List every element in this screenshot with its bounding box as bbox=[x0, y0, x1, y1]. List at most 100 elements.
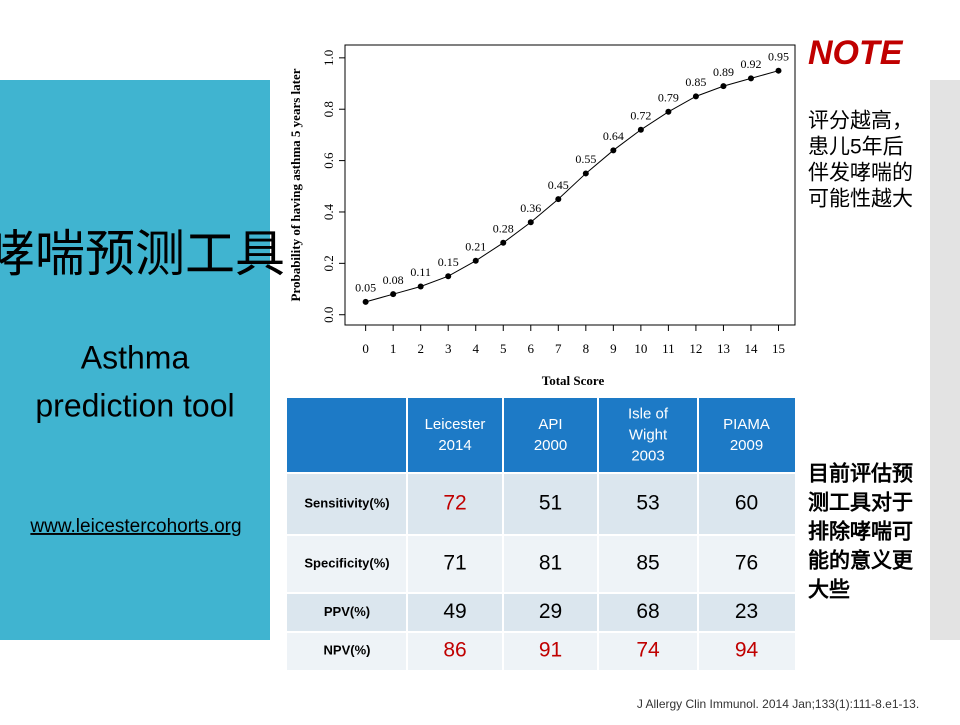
data-label: 0.79 bbox=[658, 91, 679, 105]
table-cell: 71 bbox=[443, 552, 466, 575]
note-line: 排除哮喘可 bbox=[808, 520, 913, 544]
y-tick-label: 0.8 bbox=[321, 101, 336, 117]
link[interactable]: www.leicestercohorts.org bbox=[29, 516, 241, 537]
data-label: 0.95 bbox=[768, 49, 789, 63]
table-cell: 53 bbox=[636, 492, 659, 515]
x-tick-label: 3 bbox=[445, 341, 452, 356]
x-tick-label: 8 bbox=[583, 341, 590, 356]
data-label: 0.28 bbox=[493, 222, 514, 236]
point bbox=[665, 108, 672, 115]
title-en: Asthma bbox=[81, 339, 190, 375]
y-tick-label: 0.4 bbox=[321, 203, 336, 220]
title-cn: 哮喘预测工具 bbox=[0, 226, 285, 282]
y-tick-label: 0.2 bbox=[321, 255, 336, 271]
note-line: 可能性越大 bbox=[808, 188, 913, 211]
side-panel bbox=[0, 80, 270, 640]
note-line: 目前评估预 bbox=[808, 462, 913, 486]
point bbox=[472, 257, 479, 264]
note-line: 评分越高， bbox=[808, 110, 913, 133]
x-tick-label: 15 bbox=[772, 341, 785, 356]
point bbox=[775, 67, 782, 74]
table-cell: 94 bbox=[735, 639, 759, 662]
y-tick-label: 0.0 bbox=[321, 307, 336, 323]
data-label: 0.36 bbox=[520, 201, 541, 215]
point bbox=[417, 283, 424, 290]
point bbox=[747, 75, 754, 82]
data-label: 0.15 bbox=[438, 255, 459, 269]
table-cell: 74 bbox=[636, 639, 660, 662]
x-tick-label: 14 bbox=[744, 341, 758, 356]
table-header-bg bbox=[287, 398, 795, 473]
x-tick-label: 12 bbox=[689, 341, 702, 356]
x-tick-label: 4 bbox=[472, 341, 479, 356]
table-cell: 91 bbox=[539, 639, 562, 662]
data-label: 0.92 bbox=[740, 57, 761, 71]
data-label: 0.55 bbox=[575, 152, 596, 166]
table-cell: 72 bbox=[443, 492, 466, 515]
point bbox=[582, 170, 589, 177]
note-line: 能的意义更 bbox=[808, 549, 914, 573]
point bbox=[637, 126, 644, 133]
x-tick-label: 0 bbox=[362, 341, 369, 356]
point bbox=[390, 291, 397, 298]
x-tick-label: 7 bbox=[555, 341, 562, 356]
point bbox=[445, 273, 452, 280]
x-tick-label: 1 bbox=[390, 341, 397, 356]
data-label: 0.08 bbox=[383, 273, 404, 287]
note-line: 测工具对于 bbox=[808, 491, 913, 515]
curve bbox=[365, 70, 779, 303]
x-tick-label: 5 bbox=[500, 341, 507, 356]
table-header: 2003 bbox=[631, 447, 664, 464]
table-cell: 23 bbox=[735, 600, 758, 623]
table-header: 2000 bbox=[534, 437, 567, 454]
data-label: 0.45 bbox=[548, 178, 569, 192]
table-cell: 85 bbox=[636, 552, 659, 575]
row-label: PPV(%) bbox=[324, 604, 370, 619]
x-tick-label: 2 bbox=[417, 341, 424, 356]
x-axis-label: Total Score bbox=[542, 373, 605, 388]
point bbox=[692, 93, 699, 100]
x-tick-label: 9 bbox=[610, 341, 617, 356]
note-line: 伴发哮喘的 bbox=[808, 162, 913, 185]
y-tick-label: 0.6 bbox=[321, 152, 336, 169]
table-header: Wight bbox=[629, 426, 668, 443]
point bbox=[527, 219, 534, 226]
point bbox=[720, 83, 727, 90]
data-label: 0.89 bbox=[713, 65, 734, 79]
x-tick-label: 13 bbox=[717, 341, 730, 356]
y-axis-label: Probability of having asthma 5 years lat… bbox=[288, 68, 303, 301]
citation: J Allergy Clin Immunol. 2014 Jan;133(1):… bbox=[637, 697, 919, 711]
x-tick-label: 6 bbox=[528, 341, 535, 356]
y-tick-label: 1.0 bbox=[321, 50, 336, 66]
title-en: prediction tool bbox=[35, 387, 234, 423]
side-bar bbox=[930, 80, 960, 640]
table-header: PIAMA bbox=[723, 416, 770, 433]
row-label: Specificity(%) bbox=[304, 555, 389, 570]
data-label: 0.85 bbox=[685, 75, 706, 89]
point bbox=[500, 239, 507, 246]
note-line: 大些 bbox=[808, 578, 850, 602]
row-label: Sensitivity(%) bbox=[304, 495, 389, 510]
point bbox=[362, 298, 369, 305]
plot-frame bbox=[344, 44, 796, 326]
table-cell: 76 bbox=[735, 552, 758, 575]
table-cell: 49 bbox=[443, 600, 466, 623]
x-tick-label: 10 bbox=[634, 341, 647, 356]
table-cell: 60 bbox=[735, 492, 758, 515]
note-line: 患儿5年后 bbox=[808, 136, 904, 159]
table-row-bg bbox=[287, 632, 795, 670]
point bbox=[555, 196, 562, 203]
table-cell: 68 bbox=[636, 600, 659, 623]
table-header: 2009 bbox=[730, 437, 763, 454]
data-label: 0.21 bbox=[465, 240, 486, 254]
data-label: 0.05 bbox=[355, 281, 376, 295]
table-row-bg bbox=[287, 473, 795, 535]
note-title: NOTE bbox=[808, 34, 904, 72]
table-header: Leicester bbox=[425, 416, 486, 433]
table-header: API bbox=[538, 416, 562, 433]
table-cell: 81 bbox=[539, 552, 562, 575]
table-row-bg bbox=[287, 535, 795, 593]
data-label: 0.72 bbox=[630, 109, 651, 123]
